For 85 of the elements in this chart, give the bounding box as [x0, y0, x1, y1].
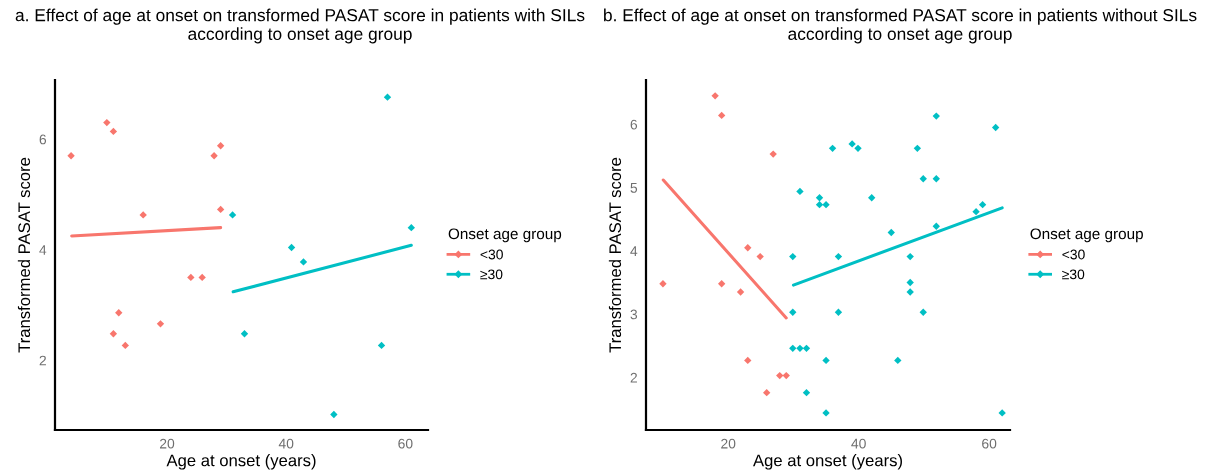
y-tick-label: 2 — [630, 372, 637, 383]
point — [796, 187, 804, 196]
legend-title: Onset age group — [448, 228, 562, 243]
point — [828, 144, 837, 153]
point — [103, 118, 111, 127]
legend-label: <30 — [480, 249, 503, 260]
y-tick-label: 2 — [39, 355, 46, 366]
y-axis-title: Transformed PASAT score — [608, 157, 622, 353]
point — [906, 252, 914, 261]
point — [377, 341, 386, 350]
x-tick-label: 20 — [159, 438, 175, 449]
point — [834, 252, 843, 261]
legend-title: Onset age group — [1030, 228, 1143, 243]
y-axis-title: Transformed PASAT score — [17, 157, 31, 353]
point — [407, 223, 415, 232]
point — [822, 356, 830, 365]
point — [854, 144, 862, 153]
point — [776, 371, 784, 380]
chart-title: b. Effect of age at onset on transformed PASAT score in patients without SILs according to onset age group — [604, 8, 1197, 44]
point — [736, 288, 745, 296]
point — [932, 222, 940, 230]
point — [972, 207, 980, 216]
point — [919, 308, 927, 316]
point — [718, 280, 726, 288]
point — [906, 278, 914, 287]
x-axis-title: Age at onset (years) — [753, 454, 903, 470]
point — [718, 111, 726, 120]
point — [109, 127, 118, 136]
point — [815, 201, 824, 209]
point — [789, 308, 797, 316]
point — [744, 356, 752, 365]
point — [789, 252, 797, 261]
legend-label: <30 — [1062, 249, 1085, 260]
y-tick-label: 6 — [630, 119, 638, 130]
point — [115, 309, 123, 317]
x-tick-label: 60 — [398, 438, 413, 449]
point — [991, 123, 1000, 132]
point — [815, 194, 824, 202]
point — [156, 320, 165, 328]
point — [802, 344, 811, 353]
point — [228, 211, 237, 219]
point — [789, 344, 797, 353]
point — [868, 194, 876, 202]
point — [216, 142, 225, 150]
x-tick-label: 60 — [982, 438, 997, 449]
point — [240, 330, 249, 338]
point — [744, 244, 752, 252]
point — [978, 201, 987, 209]
point — [894, 356, 902, 365]
legend-label: ≥30 — [1062, 269, 1085, 280]
point — [822, 201, 830, 209]
point — [210, 152, 218, 160]
y-tick-label: 4 — [630, 246, 638, 256]
point — [887, 228, 895, 237]
point — [198, 273, 206, 282]
point — [913, 144, 922, 153]
point — [187, 273, 195, 282]
point — [67, 152, 75, 160]
point — [932, 175, 940, 183]
point — [330, 410, 338, 419]
point — [121, 341, 129, 350]
y-tick-label: 3 — [630, 309, 638, 320]
point — [796, 344, 804, 353]
point — [299, 258, 308, 266]
point — [756, 252, 764, 261]
point — [287, 243, 296, 252]
point — [216, 205, 225, 214]
point — [802, 388, 811, 397]
point — [763, 388, 771, 397]
legend-label: ≥30 — [480, 269, 503, 280]
point — [109, 330, 118, 338]
point — [782, 371, 790, 380]
x-tick-label: 20 — [721, 438, 736, 449]
chart-title: a. Effect of age at onset on transformed PASAT score in patients with SILs according to onset age group — [15, 8, 585, 44]
point — [919, 175, 927, 183]
point — [383, 93, 392, 101]
y-tick-label: 4 — [39, 245, 47, 255]
y-tick-label: 5 — [630, 183, 638, 193]
x-tick-label: 40 — [278, 438, 294, 449]
y-tick-label: 6 — [39, 134, 47, 145]
point — [711, 92, 719, 100]
point — [932, 112, 940, 120]
x-axis-title: Age at onset (years) — [166, 454, 316, 470]
x-tick-label: 40 — [851, 438, 866, 449]
point — [834, 308, 843, 316]
